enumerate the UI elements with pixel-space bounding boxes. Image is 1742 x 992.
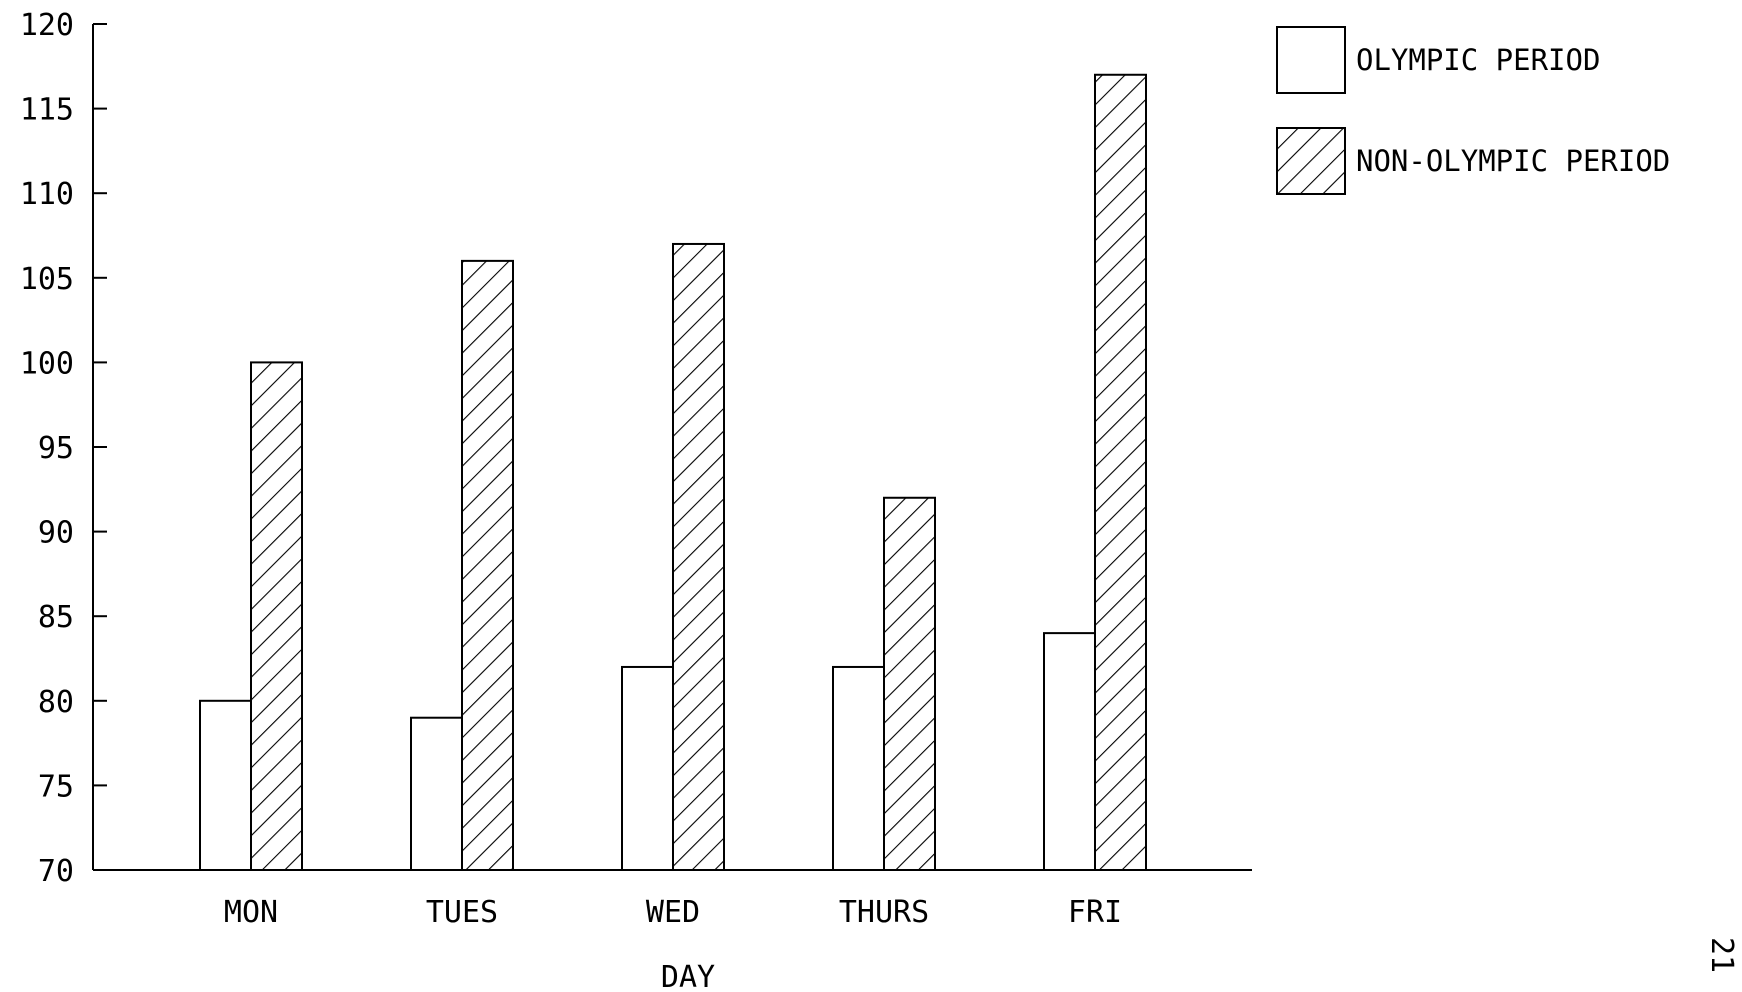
- x-tick-label: WED: [646, 895, 700, 930]
- y-tick-label: 90: [38, 516, 74, 551]
- bar-olympic-wed: [621, 665, 674, 872]
- y-tick-label: 80: [38, 685, 74, 720]
- y-tick-label: 95: [38, 431, 74, 466]
- bar-olympic-thurs: [832, 665, 885, 872]
- legend: OLYMPIC PERIOD NON-OLYMPIC PERIOD: [1276, 26, 1670, 195]
- x-tick-label: MON: [224, 895, 278, 930]
- bar-non-olympic-thurs: [883, 496, 936, 871]
- y-tick-label: 105: [20, 262, 74, 297]
- legend-label: OLYMPIC PERIOD: [1356, 43, 1600, 77]
- y-tick-label: 100: [20, 346, 74, 381]
- y-tick-label: 85: [38, 600, 74, 635]
- x-axis-title: DAY: [661, 960, 715, 992]
- bar-olympic-tues: [410, 716, 463, 871]
- y-tick-label: 110: [20, 177, 74, 212]
- category-labels: MON TUES WED THURS FRI: [224, 895, 1122, 930]
- y-tick-label: 75: [38, 769, 74, 804]
- x-tick-label: FRI: [1068, 895, 1122, 930]
- bar-non-olympic-mon: [250, 361, 303, 871]
- bar-olympic-mon: [199, 699, 252, 871]
- legend-swatch-olympic: [1276, 26, 1346, 94]
- x-tick-label: THURS: [839, 895, 929, 930]
- x-tick-label: TUES: [426, 895, 498, 930]
- legend-swatch-non-olympic: [1276, 127, 1346, 195]
- page-number: 21: [1704, 937, 1739, 973]
- bars: [199, 73, 1147, 872]
- legend-label: NON-OLYMPIC PERIOD: [1356, 144, 1670, 178]
- bar-non-olympic-tues: [461, 259, 514, 871]
- bar-non-olympic-wed: [672, 242, 725, 871]
- y-tick-label: 120: [20, 8, 74, 43]
- axes: 70 75 80 85 90 95 100 105 110 115 120: [20, 8, 1252, 889]
- bar-olympic-fri: [1043, 632, 1096, 871]
- y-tick-label: 70: [38, 854, 74, 889]
- bar-non-olympic-fri: [1094, 73, 1147, 871]
- y-tick-label: 115: [20, 93, 74, 128]
